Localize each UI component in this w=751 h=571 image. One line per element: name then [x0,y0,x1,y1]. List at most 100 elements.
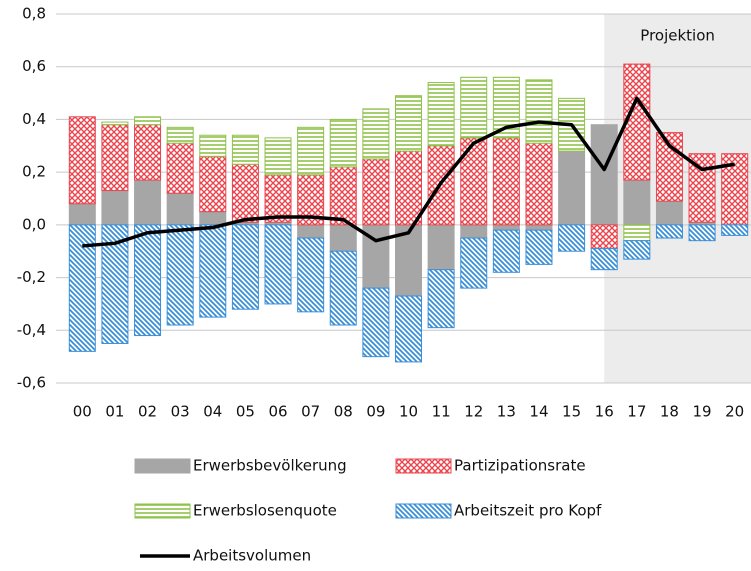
bar-segment [525,79,553,144]
legend-label: Arbeitszeit pro Kopf [454,502,602,520]
bar-segment [623,240,651,260]
bar-segment [166,126,194,144]
bar-segment [231,163,259,223]
bar-segment [655,200,683,226]
x-tick-label: 01 [105,403,124,421]
bar-segment [721,224,749,236]
x-tick-label: 09 [366,403,385,421]
bar-segment [166,192,194,226]
bar-segment [525,229,553,265]
bar-segment [199,155,227,213]
legend-label: Partizipationsrate [454,457,586,475]
bar-segment [590,248,618,271]
bar-segment [460,237,488,289]
bar-segment [101,121,129,126]
bar-segment [231,134,259,165]
bar-segment [362,158,390,226]
y-tick-label: 0,8 [22,5,46,23]
bar-segment [590,124,618,226]
bar-segment [297,224,325,239]
bar-segment [134,179,162,226]
bar-segment [68,116,96,205]
x-tick-label: 02 [138,403,157,421]
bar-segment [427,269,455,329]
y-tick-label: 0,4 [22,110,46,128]
bar-segment [166,224,194,326]
legend-swatch [134,503,191,519]
bar-segment [101,190,129,226]
y-tick-label: -0,2 [17,268,46,286]
bar-segment [492,224,520,231]
bar-segment [525,224,553,231]
x-tick-label: 13 [497,403,516,421]
x-tick-label: 20 [725,403,744,421]
bar-segment [395,150,422,226]
bar-segment [558,150,586,226]
bar-segment [623,63,651,181]
bar-segment [460,224,488,239]
x-tick-label: 07 [301,403,320,421]
x-tick-label: 06 [268,403,287,421]
projection-label: Projektion [640,27,715,45]
bar-segment [329,166,357,226]
x-tick-label: 12 [464,403,483,421]
legend-label: Arbeitsvolumen [193,547,311,565]
bar-segment [134,116,162,126]
x-tick-label: 08 [334,403,353,421]
y-tick-label: -0,6 [17,374,46,392]
bar-segment [590,224,618,250]
x-tick-label: 11 [432,403,451,421]
x-tick-label: 16 [595,403,614,421]
bar-segment [460,137,488,226]
x-tick-label: 17 [627,403,646,421]
bar-segment [395,95,422,152]
legend-swatch [395,503,452,519]
x-tick-label: 10 [399,403,418,421]
line [82,96,735,248]
bar-segment [264,224,292,305]
x-tick-label: 04 [203,403,222,421]
bar-segment [688,224,716,242]
bar-segment [460,76,488,139]
bar-segment [264,174,292,223]
y-tick-label: 0,0 [22,215,46,233]
x-tick-label: 19 [693,403,712,421]
bar-segment [199,134,227,157]
bar-segment [427,82,455,147]
bar-segment [101,124,129,192]
bar-segment [525,142,553,226]
legend-label: Erwerbsbevölkerung [193,457,347,475]
bar-segment [655,224,683,239]
bar-segment [395,295,422,363]
bar-segment [362,287,390,358]
bar-segment [362,108,390,160]
bar-segment [558,224,586,252]
bar-segment [199,211,227,226]
bar-segment [231,224,259,310]
bar-segment [395,224,422,297]
x-tick-label: 18 [660,403,679,421]
bar-segment [623,224,651,242]
bar-segment [199,224,227,318]
bar-segment [166,142,194,194]
bar-segment [427,224,455,271]
bar-segment [264,137,292,176]
bar-segment [492,229,520,273]
x-tick-label: 03 [171,403,190,421]
x-tick-label: 14 [529,403,548,421]
bar-segment [329,250,357,326]
y-tick-label: 0,2 [22,163,46,181]
bar-segment [297,237,325,313]
bar-segment [623,179,651,226]
x-tick-label: 05 [236,403,255,421]
y-tick-label: -0,4 [17,321,46,339]
bar-segment [329,118,357,168]
legend-swatch [395,458,452,474]
bar-segment [134,224,162,337]
bar-segment [68,203,96,226]
bar-segment [329,224,357,252]
bar-segment [492,137,520,226]
y-tick-label: 0,6 [22,57,46,75]
bar-segment [297,126,325,176]
